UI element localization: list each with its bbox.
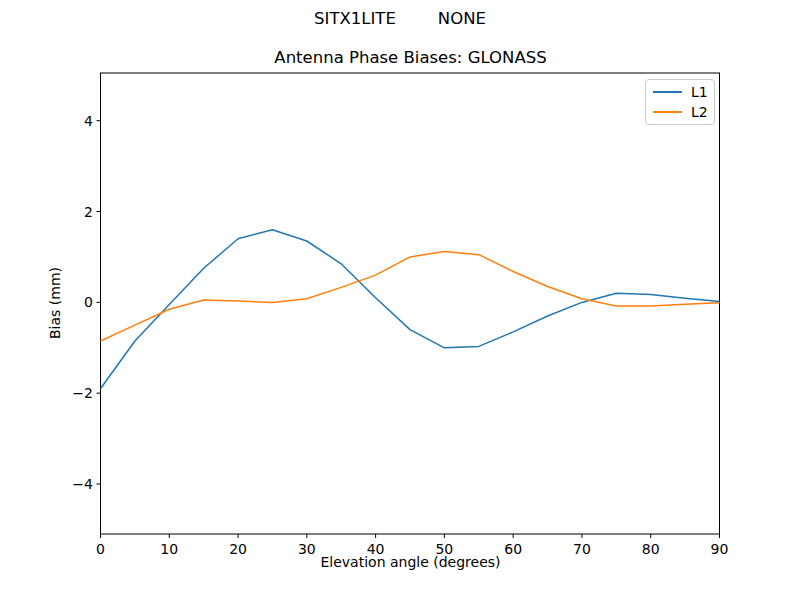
legend-line-l2-icon bbox=[653, 111, 682, 113]
legend: L1 L2 bbox=[645, 79, 715, 125]
legend-label-l1: L1 bbox=[691, 84, 708, 100]
y-tick-label: −4 bbox=[39, 475, 93, 493]
legend-line-l1-icon bbox=[653, 91, 682, 93]
legend-entry-l1: L1 bbox=[653, 84, 714, 100]
legend-label-l2: L2 bbox=[691, 104, 708, 120]
y-tick-label: 4 bbox=[39, 112, 93, 130]
y-axis-label: Bias (mm) bbox=[47, 203, 65, 403]
figure: SITX1LITE NONE Antenna Phase Biases: GLO… bbox=[0, 0, 800, 600]
x-axis-label: Elevation angle (degrees) bbox=[101, 554, 720, 570]
legend-entry-l2: L2 bbox=[653, 104, 714, 120]
series-line-l2 bbox=[101, 252, 720, 342]
series-line-l1 bbox=[101, 230, 720, 389]
